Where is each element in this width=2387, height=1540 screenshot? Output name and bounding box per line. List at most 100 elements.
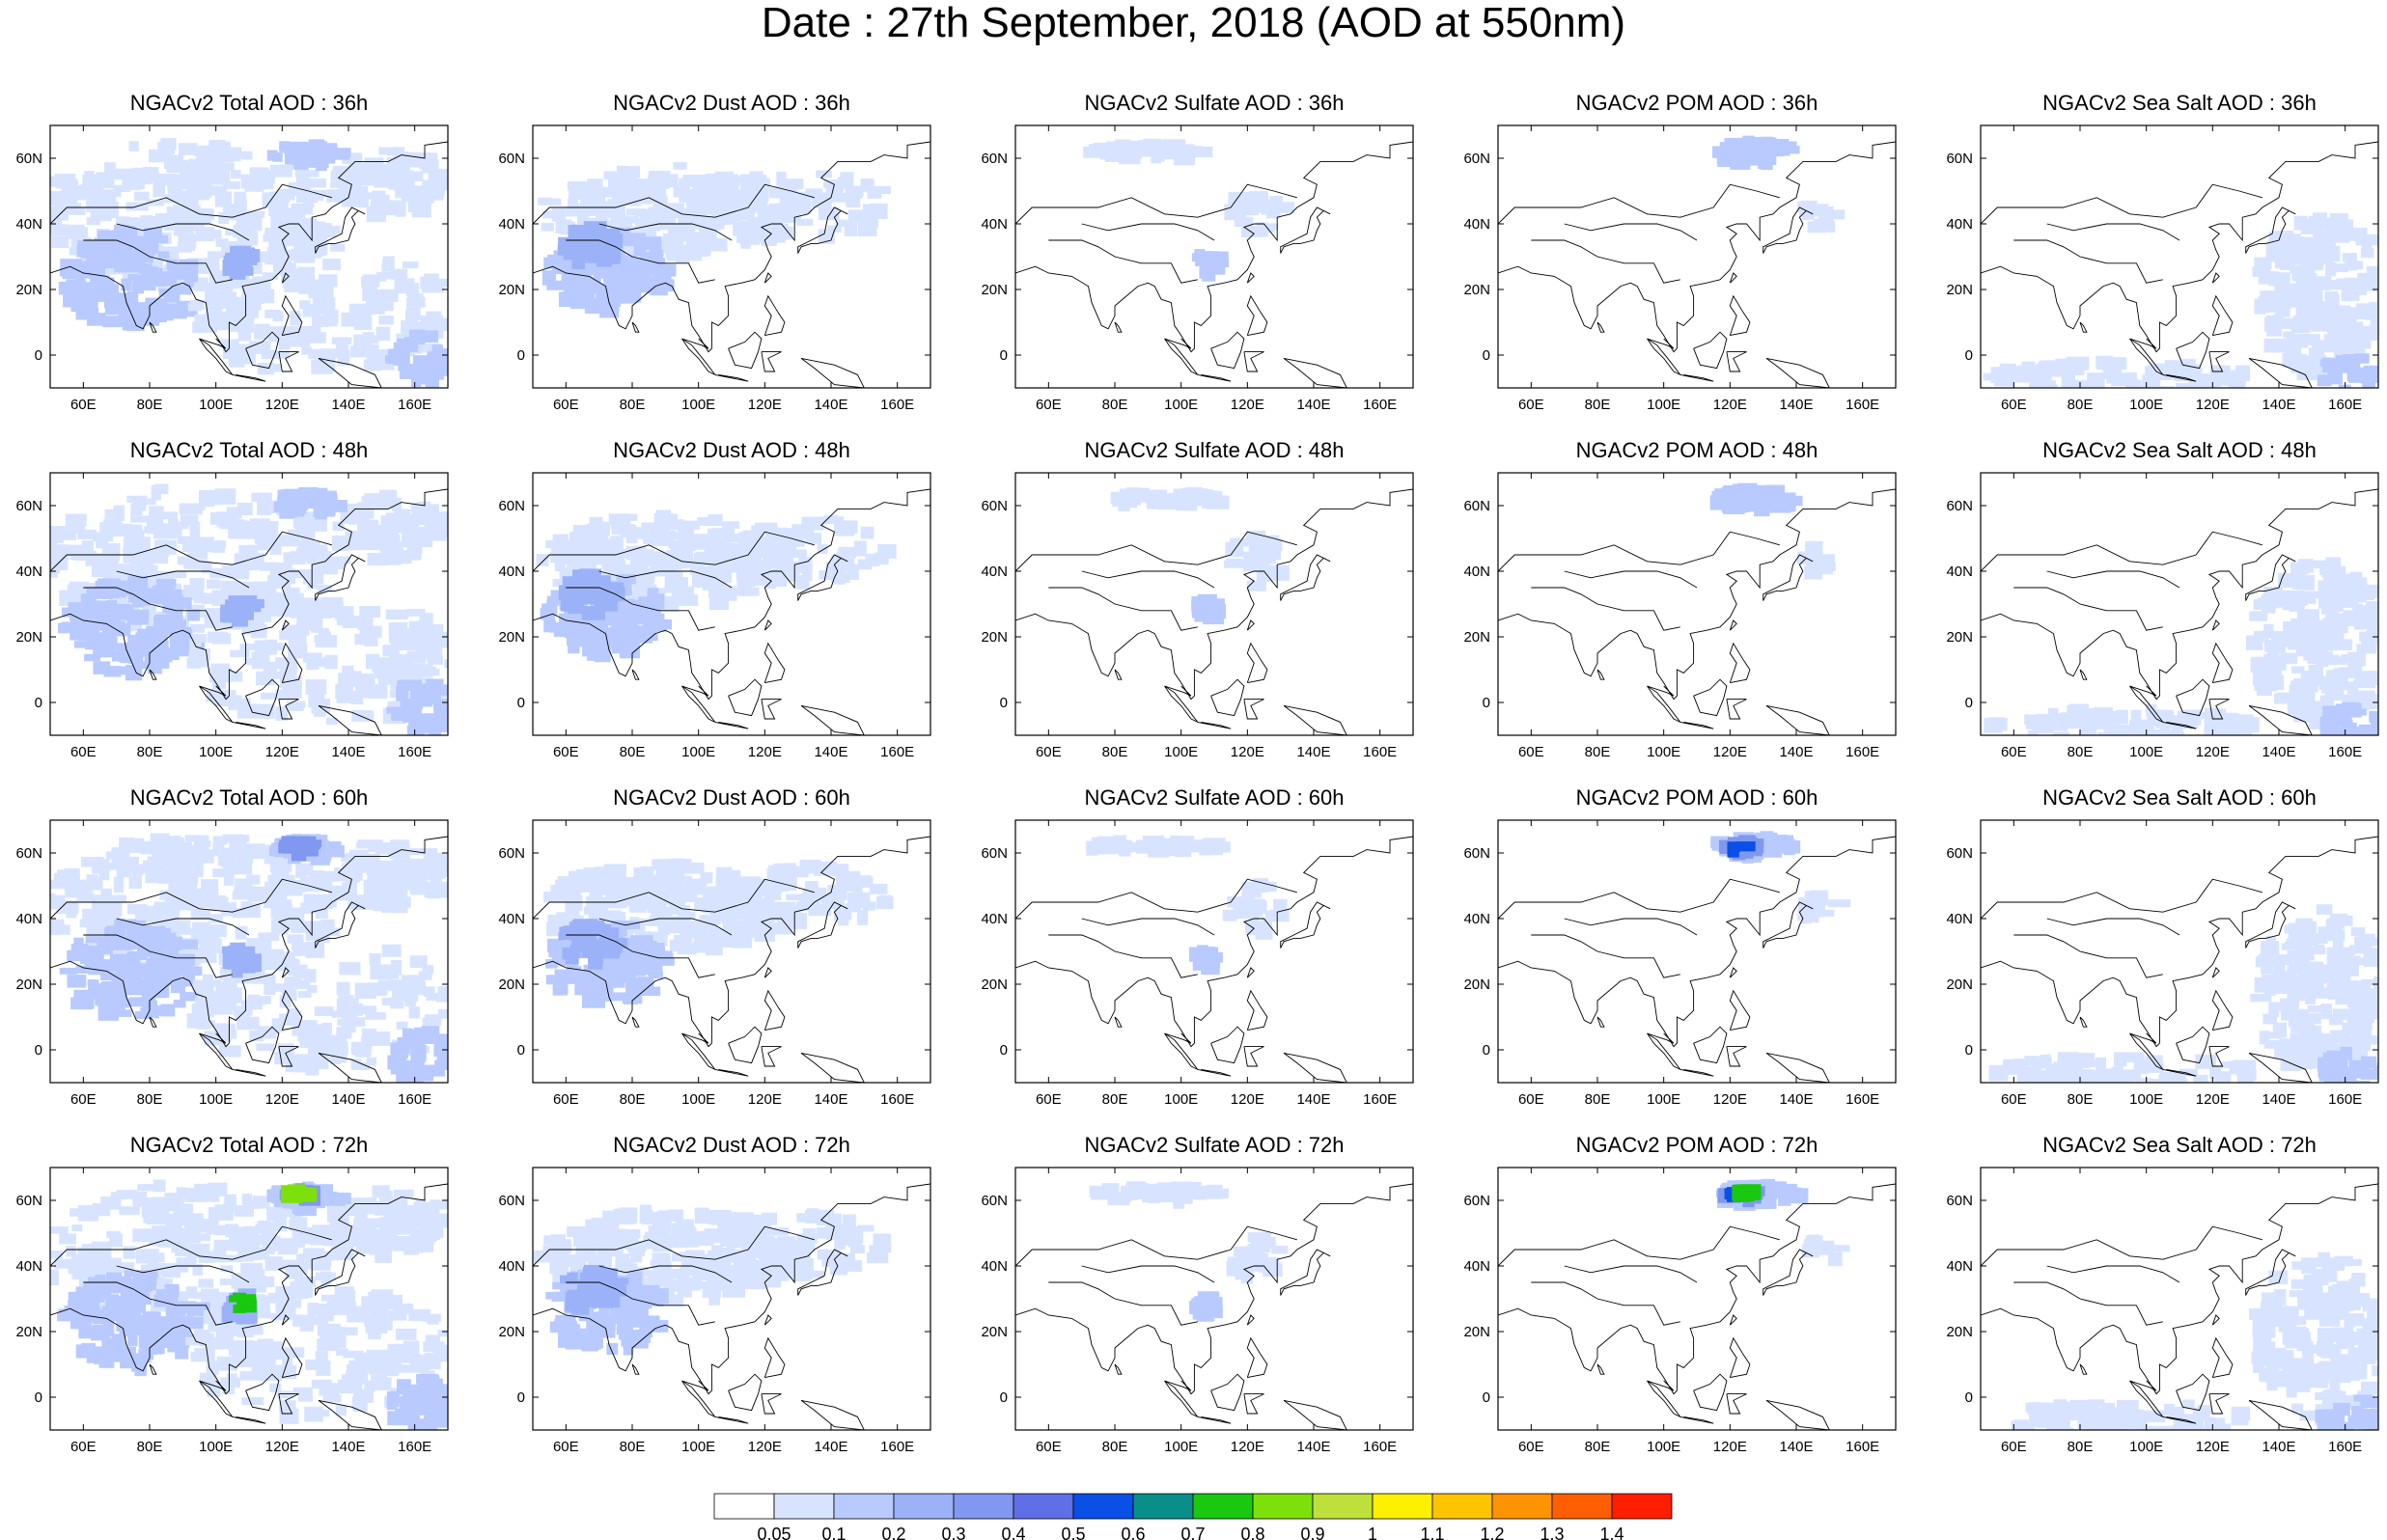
aod-cell: [680, 912, 696, 920]
coastline: [1280, 554, 1331, 601]
aod-cell: [160, 138, 177, 151]
x-tick-label: 120E: [265, 397, 299, 413]
x-tick-label: 60E: [70, 744, 97, 760]
map-panel: NGACv2 Total AOD : 48h 60E 80E 100E 120E 140E…: [15, 432, 533, 780]
aod-cell: [396, 333, 408, 342]
aod-cell: [1118, 497, 1130, 512]
coastline: [278, 699, 299, 720]
x-tick-label: 120E: [2196, 744, 2230, 760]
aod-cell: [381, 259, 394, 266]
aod-cell: [251, 492, 272, 503]
x-tick-label: 80E: [137, 744, 163, 760]
aod-cell: [378, 489, 397, 499]
aod-cell: [293, 569, 315, 579]
aod-cell: [240, 521, 259, 530]
aod-cell: [2317, 311, 2335, 321]
aod-cell: [545, 959, 558, 969]
aod-cell: [171, 888, 194, 900]
aod-cell: [2282, 247, 2303, 260]
aod-cell: [109, 580, 130, 591]
aod-cell: [284, 976, 302, 987]
aod-cell: [2320, 651, 2333, 665]
aod-cell: [765, 913, 782, 921]
coastline: [1498, 531, 1780, 572]
aod-cell: [2301, 591, 2323, 599]
aod-cell: [217, 852, 236, 866]
coastline: [761, 351, 782, 372]
aod-cell: [586, 895, 604, 906]
aod-cell: [2281, 652, 2298, 665]
aod-cell: [1256, 575, 1273, 583]
aod-cell: [398, 364, 418, 371]
aod-cell: [580, 875, 593, 888]
aod-cell: [2074, 379, 2091, 388]
aod-cell: [616, 574, 636, 585]
aod-cell: [183, 560, 200, 569]
coastline: [681, 1032, 709, 1044]
panel-title: NGACv2 Sulfate AOD : 36h: [1084, 91, 1345, 115]
coastline: [281, 989, 303, 1031]
aod-cell: [268, 207, 287, 216]
aod-cell: [1086, 840, 1098, 856]
aod-cell: [214, 568, 226, 577]
coastline: [533, 141, 930, 353]
aod-cell: [358, 509, 375, 519]
aod-cell: [366, 299, 385, 315]
aod-cell: [641, 280, 653, 289]
aod-cell: [355, 841, 368, 849]
aod-cell: [2151, 386, 2175, 388]
aod-cell: [2293, 631, 2317, 641]
aod-cell: [2289, 593, 2308, 606]
aod-cell: [245, 266, 262, 275]
coastline: [1531, 587, 1680, 631]
aod-cell: [240, 299, 262, 311]
aod-cell: [153, 181, 166, 198]
aod-cell: [143, 167, 159, 183]
aod-cell: [2354, 577, 2368, 589]
aod-cell: [666, 916, 680, 924]
aod-cell: [607, 199, 625, 214]
y-tick-label: 40N: [981, 564, 1008, 580]
coastline: [2208, 351, 2230, 372]
aod-cell: [418, 971, 432, 980]
aod-cell: [1266, 564, 1290, 581]
aod-cell: [245, 843, 265, 855]
y-tick-label: 40N: [15, 911, 42, 927]
aod-cell: [655, 179, 678, 188]
aod-cell: [142, 860, 154, 869]
aod-cell: [589, 516, 603, 527]
aod-cell: [632, 582, 651, 592]
x-tick-label: 60E: [553, 397, 579, 413]
aod-cell: [611, 641, 631, 654]
aod-cell: [394, 863, 414, 871]
aod-cell: [273, 191, 295, 201]
coastline: [1729, 272, 1737, 284]
coastline: [1048, 587, 1198, 631]
aod-cell: [2342, 219, 2354, 229]
x-tick-label: 120E: [748, 744, 782, 760]
aod-cell: [402, 181, 415, 199]
aod-cell: [594, 549, 607, 564]
aod-cell: [1797, 202, 1818, 213]
aod-cell: [625, 234, 641, 246]
coastline: [83, 934, 233, 978]
aod-cell: [118, 998, 129, 1008]
aod-cell: [241, 523, 264, 535]
aod-cell: [1256, 222, 1268, 237]
aod-cell: [2151, 729, 2172, 735]
plot-frame: [1980, 472, 2379, 736]
aod-cell: [419, 713, 436, 722]
aod-cell: [80, 947, 92, 964]
aod-cell: [2338, 673, 2348, 685]
coastline: [2162, 721, 2197, 729]
aod-cell: [833, 905, 847, 921]
aod-cell: [77, 606, 91, 619]
aod-cell: [702, 203, 720, 214]
panel-title: NGACv2 Dust AOD : 48h: [613, 438, 850, 462]
aod-cell: [856, 909, 869, 925]
aod-cell: [130, 261, 146, 272]
coastline: [2129, 685, 2157, 697]
aod-cell: [283, 143, 304, 154]
